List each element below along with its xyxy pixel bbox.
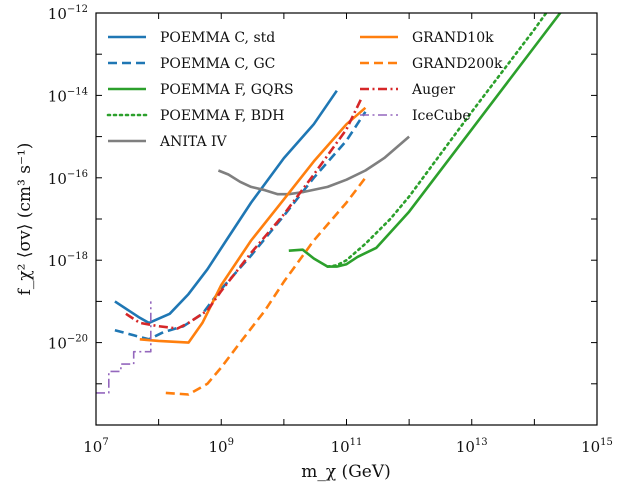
- y-axis-label: f_χ² ⟨σv⟩ (cm³ s⁻¹): [15, 143, 35, 296]
- y-tick-label: 10−20: [48, 334, 88, 353]
- y-tick-label: 10−16: [48, 169, 88, 188]
- legend-label-auger: Auger: [411, 82, 455, 98]
- legend-label-icecube: IceCube: [412, 108, 471, 124]
- x-tick-label: 1013: [456, 437, 488, 456]
- x-tick-label: 107: [83, 437, 108, 456]
- legend-label-poemma-c-gc: POEMMA C, GC: [160, 56, 275, 72]
- series-layer: [96, 13, 562, 396]
- x-tick-label: 109: [209, 437, 234, 456]
- x-axis-label: m_χ (GeV): [301, 462, 391, 482]
- legend-label-poemma-f-bdh: POEMMA F, BDH: [160, 108, 285, 124]
- legend-label-poemma-f-gqrs: POEMMA F, GQRS: [160, 82, 294, 98]
- x-tick-label: 1011: [331, 437, 363, 456]
- ticks-layer: 107 109 1011 1013 1015 10−20 10−18 10−16 10−14 10…: [48, 4, 613, 456]
- legend: POEMMA C, std POEMMA C, GC POEMMA F, GQRS P…: [106, 30, 503, 150]
- legend-label-poemma-c-std: POEMMA C, std: [160, 30, 275, 46]
- series-icecube-line: [96, 301, 152, 394]
- y-tick-label: 10−14: [48, 86, 88, 105]
- x-tick-label: 1015: [581, 437, 613, 456]
- series-grand200k-line: [165, 177, 367, 396]
- series-auger-line: [125, 98, 363, 330]
- legend-label-anita-iv: ANITA IV: [159, 134, 228, 150]
- y-tick-label: 10−18: [48, 251, 88, 270]
- series-poemma-f-gqrs-line: [288, 13, 562, 268]
- plot-frame: [95, 12, 598, 426]
- series-grand10k-line: [139, 106, 367, 344]
- series-poemma-f-bdh-line: [326, 13, 548, 268]
- series-anita-iv-line: [217, 135, 410, 196]
- series-poemma-c-std-line: [114, 89, 338, 325]
- legend-label-grand200k: GRAND200k: [412, 56, 503, 72]
- legend-label-grand10k: GRAND10k: [412, 30, 494, 46]
- y-tick-label: 10−12: [48, 4, 88, 23]
